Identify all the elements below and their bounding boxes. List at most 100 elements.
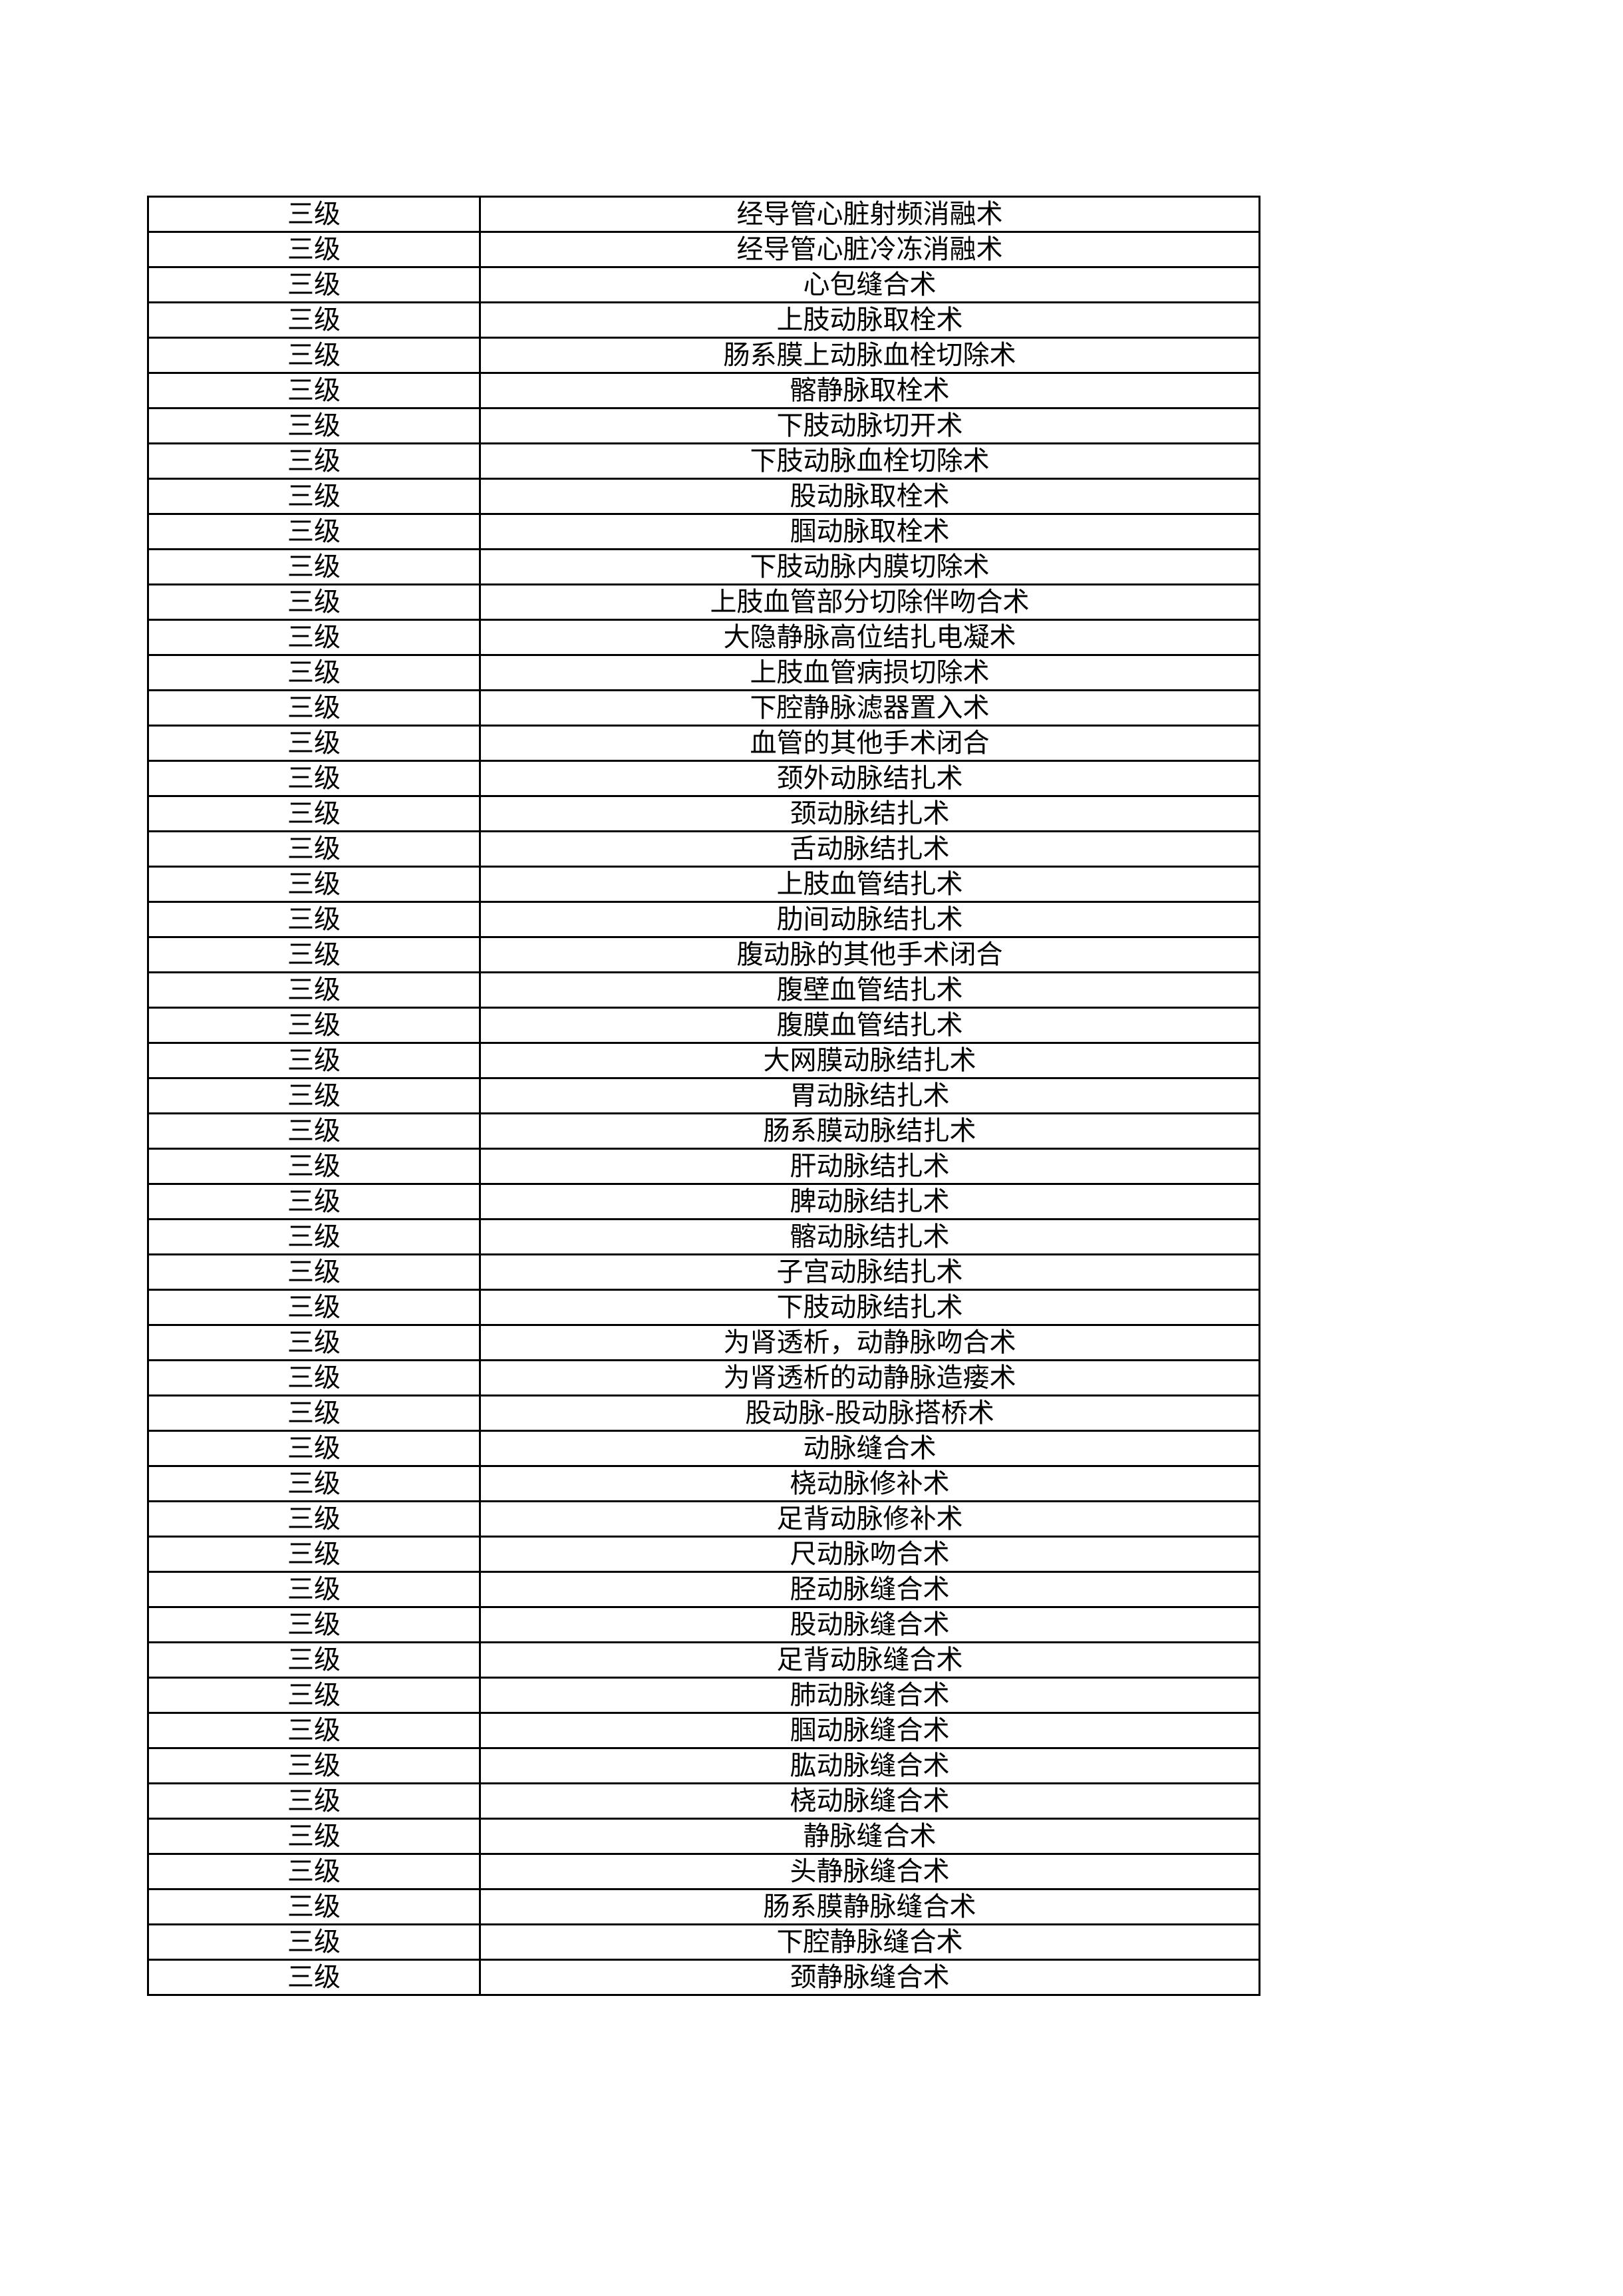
table-row: 三级 经导管心脏冷冻消融术 bbox=[147, 231, 1260, 268]
level-cell: 三级 bbox=[147, 795, 481, 832]
table-row: 三级 尺动脉吻合术 bbox=[147, 1536, 1260, 1573]
table-row: 三级 上肢血管结扎术 bbox=[147, 866, 1260, 903]
procedure-name-cell: 肱动脉缝合术 bbox=[479, 1747, 1260, 1784]
table-row: 三级 上肢血管病损切除术 bbox=[147, 654, 1260, 691]
table-row: 三级 肋间动脉结扎术 bbox=[147, 901, 1260, 938]
level-cell: 三级 bbox=[147, 442, 481, 480]
level-cell: 三级 bbox=[147, 725, 481, 762]
level-cell: 三级 bbox=[147, 971, 481, 1009]
table-row: 三级 股动脉缝合术 bbox=[147, 1606, 1260, 1643]
table-row: 三级 上肢血管部分切除伴吻合术 bbox=[147, 583, 1260, 621]
table-row: 三级 颈动脉结扎术 bbox=[147, 795, 1260, 832]
table-row: 三级 为肾透析，动静脉吻合术 bbox=[147, 1324, 1260, 1361]
procedure-name-cell: 上肢血管病损切除术 bbox=[479, 654, 1260, 691]
level-cell: 三级 bbox=[147, 1218, 481, 1255]
table-row: 三级 大隐静脉高位结扎电凝术 bbox=[147, 619, 1260, 656]
level-cell: 三级 bbox=[147, 407, 481, 444]
level-cell: 三级 bbox=[147, 583, 481, 621]
level-cell: 三级 bbox=[147, 1042, 481, 1079]
level-cell: 三级 bbox=[147, 1324, 481, 1361]
table-row: 三级 肠系膜静脉缝合术 bbox=[147, 1888, 1260, 1925]
level-cell: 三级 bbox=[147, 196, 481, 233]
level-cell: 三级 bbox=[147, 1359, 481, 1396]
level-cell: 三级 bbox=[147, 548, 481, 585]
procedure-name-cell: 腘动脉取栓术 bbox=[479, 513, 1260, 550]
level-cell: 三级 bbox=[147, 1782, 481, 1820]
level-cell: 三级 bbox=[147, 513, 481, 550]
procedure-name-cell: 经导管心脏冷冻消融术 bbox=[479, 231, 1260, 268]
level-cell: 三级 bbox=[147, 372, 481, 409]
procedure-name-cell: 舌动脉结扎术 bbox=[479, 830, 1260, 868]
level-cell: 三级 bbox=[147, 337, 481, 374]
table-row: 三级 大网膜动脉结扎术 bbox=[147, 1042, 1260, 1079]
table-row: 三级 肠系膜上动脉血栓切除术 bbox=[147, 337, 1260, 374]
procedure-name-cell: 下肢动脉结扎术 bbox=[479, 1289, 1260, 1326]
procedure-name-cell: 腹动脉的其他手术闭合 bbox=[479, 936, 1260, 973]
table-row: 三级 足背动脉修补术 bbox=[147, 1500, 1260, 1538]
table-row: 三级 桡动脉修补术 bbox=[147, 1465, 1260, 1502]
level-cell: 三级 bbox=[147, 1606, 481, 1643]
procedure-name-cell: 脾动脉结扎术 bbox=[479, 1183, 1260, 1220]
table-row: 三级 舌动脉结扎术 bbox=[147, 830, 1260, 868]
procedure-name-cell: 下腔静脉滤器置入术 bbox=[479, 689, 1260, 727]
level-cell: 三级 bbox=[147, 1289, 481, 1326]
level-cell: 三级 bbox=[147, 1641, 481, 1679]
table-row: 三级 下肢动脉结扎术 bbox=[147, 1289, 1260, 1326]
level-cell: 三级 bbox=[147, 1677, 481, 1714]
level-cell: 三级 bbox=[147, 936, 481, 973]
procedure-table: 三级 经导管心脏射频消融术 三级 经导管心脏冷冻消融术 三级 心包缝合术 三级 上肢动脉取栓术… bbox=[147, 196, 1260, 1996]
table-row: 三级 上肢动脉取栓术 bbox=[147, 301, 1260, 339]
level-cell: 三级 bbox=[147, 1465, 481, 1502]
table-row: 三级 心包缝合术 bbox=[147, 266, 1260, 303]
procedure-name-cell: 血管的其他手术闭合 bbox=[479, 725, 1260, 762]
table-row: 三级 下肢动脉切开术 bbox=[147, 407, 1260, 444]
procedure-name-cell: 足背动脉修补术 bbox=[479, 1500, 1260, 1538]
procedure-name-cell: 下肢动脉切开术 bbox=[479, 407, 1260, 444]
table-row: 三级 髂静脉取栓术 bbox=[147, 372, 1260, 409]
level-cell: 三级 bbox=[147, 1571, 481, 1608]
level-cell: 三级 bbox=[147, 1077, 481, 1114]
procedure-name-cell: 桡动脉缝合术 bbox=[479, 1782, 1260, 1820]
table-row: 三级 肱动脉缝合术 bbox=[147, 1747, 1260, 1784]
level-cell: 三级 bbox=[147, 1394, 481, 1432]
table-row: 三级 腘动脉缝合术 bbox=[147, 1712, 1260, 1749]
level-cell: 三级 bbox=[147, 1148, 481, 1185]
procedure-name-cell: 静脉缝合术 bbox=[479, 1818, 1260, 1855]
level-cell: 三级 bbox=[147, 231, 481, 268]
procedure-name-cell: 颈动脉结扎术 bbox=[479, 795, 1260, 832]
procedure-name-cell: 胃动脉结扎术 bbox=[479, 1077, 1260, 1114]
procedure-name-cell: 上肢动脉取栓术 bbox=[479, 301, 1260, 339]
table-row: 三级 下肢动脉内膜切除术 bbox=[147, 548, 1260, 585]
level-cell: 三级 bbox=[147, 1500, 481, 1538]
table-row: 三级 股动脉取栓术 bbox=[147, 478, 1260, 515]
table-row: 三级 头静脉缝合术 bbox=[147, 1853, 1260, 1890]
level-cell: 三级 bbox=[147, 1183, 481, 1220]
procedure-table-body: 三级 经导管心脏射频消融术 三级 经导管心脏冷冻消融术 三级 心包缝合术 三级 上肢动脉取栓术… bbox=[147, 196, 1260, 1996]
level-cell: 三级 bbox=[147, 1112, 481, 1150]
procedure-name-cell: 肝动脉结扎术 bbox=[479, 1148, 1260, 1185]
level-cell: 三级 bbox=[147, 654, 481, 691]
procedure-name-cell: 足背动脉缝合术 bbox=[479, 1641, 1260, 1679]
procedure-name-cell: 股动脉缝合术 bbox=[479, 1606, 1260, 1643]
procedure-name-cell: 下肢动脉血栓切除术 bbox=[479, 442, 1260, 480]
table-row: 三级 腹动脉的其他手术闭合 bbox=[147, 936, 1260, 973]
procedure-name-cell: 尺动脉吻合术 bbox=[479, 1536, 1260, 1573]
procedure-name-cell: 动脉缝合术 bbox=[479, 1430, 1260, 1467]
procedure-name-cell: 为肾透析的动静脉造瘘术 bbox=[479, 1359, 1260, 1396]
level-cell: 三级 bbox=[147, 760, 481, 797]
level-cell: 三级 bbox=[147, 478, 481, 515]
level-cell: 三级 bbox=[147, 1959, 481, 1996]
procedure-name-cell: 肺动脉缝合术 bbox=[479, 1677, 1260, 1714]
procedure-name-cell: 为肾透析，动静脉吻合术 bbox=[479, 1324, 1260, 1361]
table-row: 三级 髂动脉结扎术 bbox=[147, 1218, 1260, 1255]
level-cell: 三级 bbox=[147, 901, 481, 938]
table-row: 三级 静脉缝合术 bbox=[147, 1818, 1260, 1855]
level-cell: 三级 bbox=[147, 1747, 481, 1784]
table-row: 三级 腹壁血管结扎术 bbox=[147, 971, 1260, 1009]
table-row: 三级 经导管心脏射频消融术 bbox=[147, 196, 1260, 233]
table-row: 三级 血管的其他手术闭合 bbox=[147, 725, 1260, 762]
level-cell: 三级 bbox=[147, 619, 481, 656]
procedure-name-cell: 肠系膜静脉缝合术 bbox=[479, 1888, 1260, 1925]
procedure-name-cell: 股动脉-股动脉搭桥术 bbox=[479, 1394, 1260, 1432]
procedure-name-cell: 桡动脉修补术 bbox=[479, 1465, 1260, 1502]
